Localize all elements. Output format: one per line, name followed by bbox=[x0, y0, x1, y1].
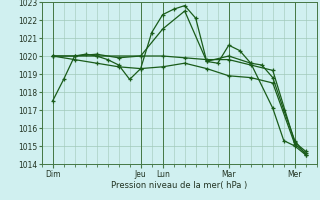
X-axis label: Pression niveau de la mer( hPa ): Pression niveau de la mer( hPa ) bbox=[111, 181, 247, 190]
